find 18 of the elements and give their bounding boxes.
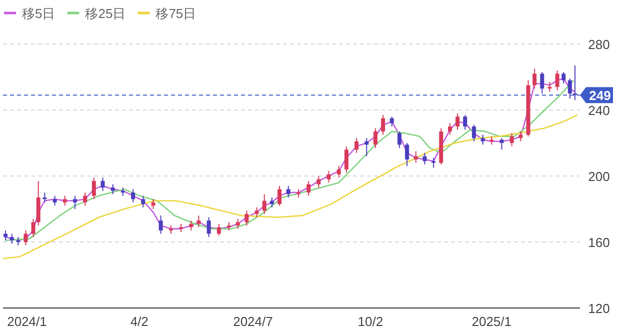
x-tick-label: 4/2 xyxy=(130,314,148,329)
x-tick-label: 2024/7 xyxy=(233,314,273,329)
y-tick-label: 160 xyxy=(588,235,610,250)
legend-label: 移5日 xyxy=(22,6,56,21)
y-tick-label: 280 xyxy=(588,37,610,52)
legend-item: 移75日 xyxy=(138,6,196,21)
y-tick-label: 240 xyxy=(588,103,610,118)
x-tick-label: 2024/1 xyxy=(7,314,47,329)
legend-item: 移5日 xyxy=(4,6,56,21)
y-tick-label: 200 xyxy=(588,169,610,184)
x-tick-label: 2025/1 xyxy=(472,314,512,329)
x-tick-label: 10/2 xyxy=(358,314,384,329)
legend-label: 移25日 xyxy=(85,6,126,21)
line-series xyxy=(2,114,578,260)
ref-line-label: 249 xyxy=(589,88,611,104)
legend-item: 移25日 xyxy=(67,6,126,21)
y-tick-label: 120 xyxy=(588,301,610,316)
legend-label: 移75日 xyxy=(156,6,196,21)
